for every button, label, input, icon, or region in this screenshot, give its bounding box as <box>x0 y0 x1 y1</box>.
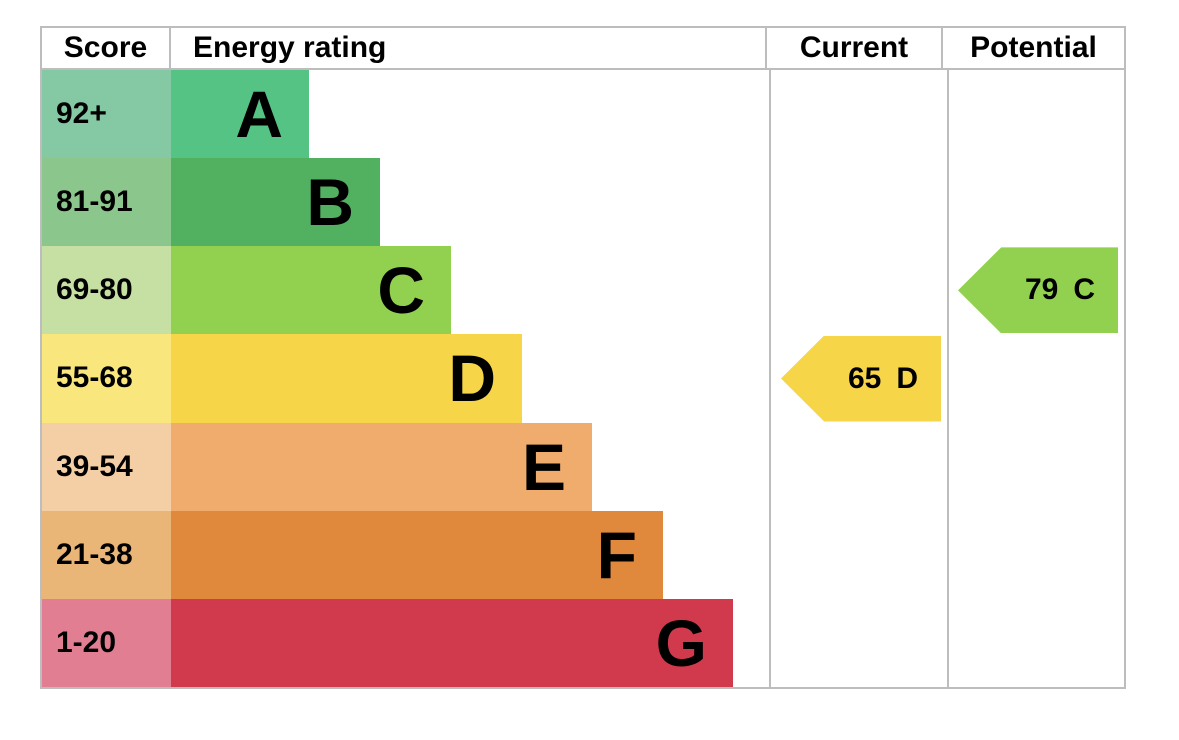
energy-rating-header: Energy rating <box>171 28 767 68</box>
potential-rating-text: 79 C <box>1025 273 1095 307</box>
score-range-g: 1-20 <box>42 598 171 687</box>
current-column: 65 D <box>771 70 949 687</box>
score-range-label: 21-38 <box>56 537 133 571</box>
current-score-value: 65 <box>847 361 882 395</box>
score-range-d: 55-68 <box>42 334 171 423</box>
score-range-b: 81-91 <box>42 158 171 247</box>
rating-bar-a: A <box>171 70 309 159</box>
current-rating-letter: D <box>896 361 919 395</box>
current-header: Current <box>767 28 943 68</box>
potential-rating-letter: C <box>1073 273 1096 307</box>
epc-table: Score Energy rating Current Potential 92… <box>40 26 1126 689</box>
score-range-label: 81-91 <box>56 185 133 219</box>
band-letter-c: C <box>377 253 425 328</box>
potential-column: 79 C <box>949 70 1124 687</box>
score-range-e: 39-54 <box>42 422 171 511</box>
band-row-d: 55-68 D <box>42 334 769 423</box>
score-header: Score <box>42 28 171 68</box>
current-rating-arrow: 65 D <box>781 335 941 422</box>
band-row-f: 21-38 F <box>42 510 769 599</box>
score-range-a: 92+ <box>42 70 171 159</box>
band-letter-b: B <box>306 165 354 240</box>
band-row-g: 1-20 G <box>42 598 769 687</box>
potential-score-value: 79 <box>1024 273 1059 307</box>
potential-header: Potential <box>970 31 1097 64</box>
score-range-label: 39-54 <box>56 449 133 483</box>
potential-rating-arrow: 79 C <box>958 247 1118 334</box>
band-letter-a: A <box>235 77 283 152</box>
score-range-label: 69-80 <box>56 273 133 307</box>
rating-bar-c: C <box>171 246 451 335</box>
score-range-label: 55-68 <box>56 361 133 395</box>
rating-bar-f: F <box>171 510 663 599</box>
rating-bar-b: B <box>171 158 380 247</box>
band-row-e: 39-54 E <box>42 422 769 511</box>
score-range-label: 92+ <box>56 97 107 131</box>
band-letter-g: G <box>655 605 707 680</box>
band-letter-d: D <box>448 341 496 416</box>
header-row: Score Energy rating Current Potential <box>42 28 1124 70</box>
rating-bar-g: G <box>171 598 733 687</box>
score-range-f: 21-38 <box>42 510 171 599</box>
band-letter-e: E <box>521 429 566 504</box>
bands-column: 92+ A 81-91 B 69-80 <box>42 70 771 687</box>
band-row-a: 92+ A <box>42 70 769 159</box>
band-letter-f: F <box>596 517 637 592</box>
band-row-b: 81-91 B <box>42 158 769 247</box>
score-range-c: 69-80 <box>42 246 171 335</box>
rating-bar-e: E <box>171 422 592 511</box>
rating-bar-d: D <box>171 334 522 423</box>
score-range-label: 1-20 <box>56 625 117 659</box>
band-row-c: 69-80 C <box>42 246 769 335</box>
current-rating-text: 65 D <box>848 362 918 396</box>
table-body: 92+ A 81-91 B 69-80 <box>42 70 1124 687</box>
